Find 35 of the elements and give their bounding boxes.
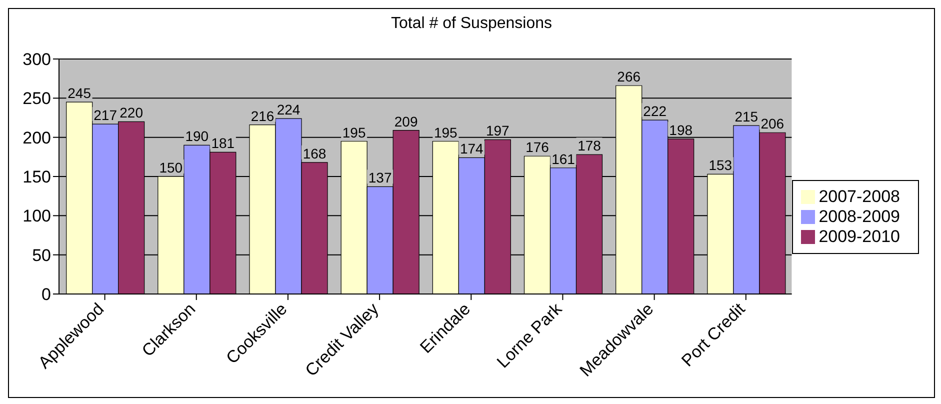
y-tick-label: 300 [22, 50, 51, 70]
data-label: 220 [120, 104, 144, 121]
y-tick-label: 250 [22, 89, 51, 108]
y-tick-label: 100 [22, 206, 51, 226]
data-label: 197 [486, 122, 510, 139]
legend-label: 2009-2010 [818, 226, 900, 246]
data-label: 266 [617, 68, 641, 85]
data-label: 190 [185, 128, 209, 144]
y-tick-label: 50 [32, 246, 51, 265]
data-label: 216 [250, 108, 274, 124]
data-label: 198 [669, 122, 693, 138]
data-label: 150 [159, 160, 183, 176]
data-label: 153 [708, 157, 732, 174]
data-label: 209 [394, 113, 418, 130]
y-tick-label: 0 [42, 285, 51, 304]
data-label: 215 [734, 108, 758, 125]
y-tick-label: 200 [22, 128, 51, 148]
data-label: 217 [94, 107, 118, 124]
legend-label: 2008-2009 [818, 206, 900, 226]
data-label: 245 [68, 85, 92, 102]
data-label: 206 [760, 116, 784, 132]
data-label: 222 [643, 103, 667, 120]
data-label: 176 [526, 139, 550, 156]
data-label: 137 [368, 170, 392, 186]
data-label: 195 [342, 124, 366, 140]
data-label: 181 [211, 135, 235, 152]
data-label: 195 [434, 124, 458, 140]
data-label: 224 [276, 102, 300, 118]
data-label: 178 [578, 138, 602, 154]
data-label: 168 [302, 145, 326, 162]
data-label: 174 [460, 140, 484, 157]
chart-title: Total # of Suspensions [390, 14, 553, 34]
y-tick-label: 150 [22, 168, 51, 187]
legend-label: 2007-2008 [818, 186, 900, 206]
data-label: 161 [552, 150, 576, 167]
